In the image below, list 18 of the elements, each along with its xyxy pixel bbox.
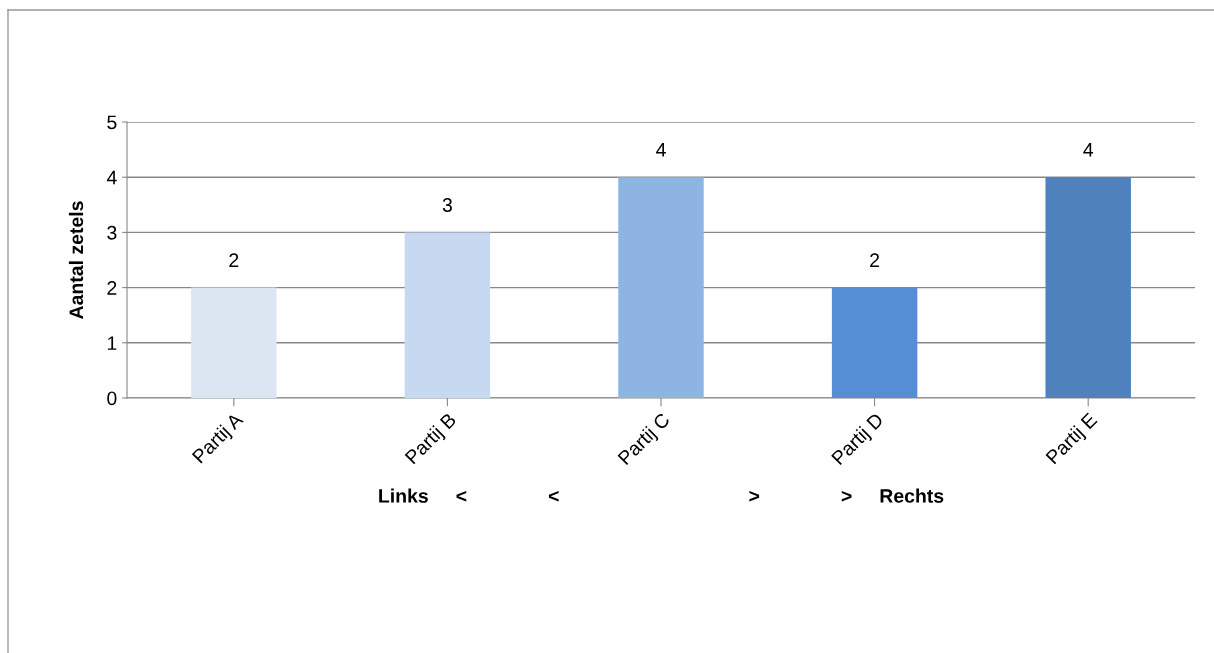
data-label: 2 <box>870 253 880 267</box>
data-label: 3 <box>442 198 452 212</box>
data-label: 4 <box>1083 143 1094 157</box>
bar <box>404 232 491 398</box>
bar <box>1045 177 1131 398</box>
data-label: 4 <box>656 143 666 157</box>
y-tick-label: 0 <box>107 391 117 406</box>
x-axis-title: Links < < > > Rechts <box>379 488 944 503</box>
y-tick-label: 2 <box>107 281 117 295</box>
bar <box>191 287 277 398</box>
y-tick-label: 5 <box>107 115 117 130</box>
data-label: 2 <box>229 253 239 267</box>
y-tick-label: 4 <box>106 170 117 185</box>
y-axis-title: Aantal zetels <box>68 201 84 319</box>
bar <box>831 287 918 398</box>
y-tick-label: 1 <box>107 336 117 350</box>
bar <box>618 177 704 398</box>
y-tick-label: 3 <box>107 225 117 240</box>
